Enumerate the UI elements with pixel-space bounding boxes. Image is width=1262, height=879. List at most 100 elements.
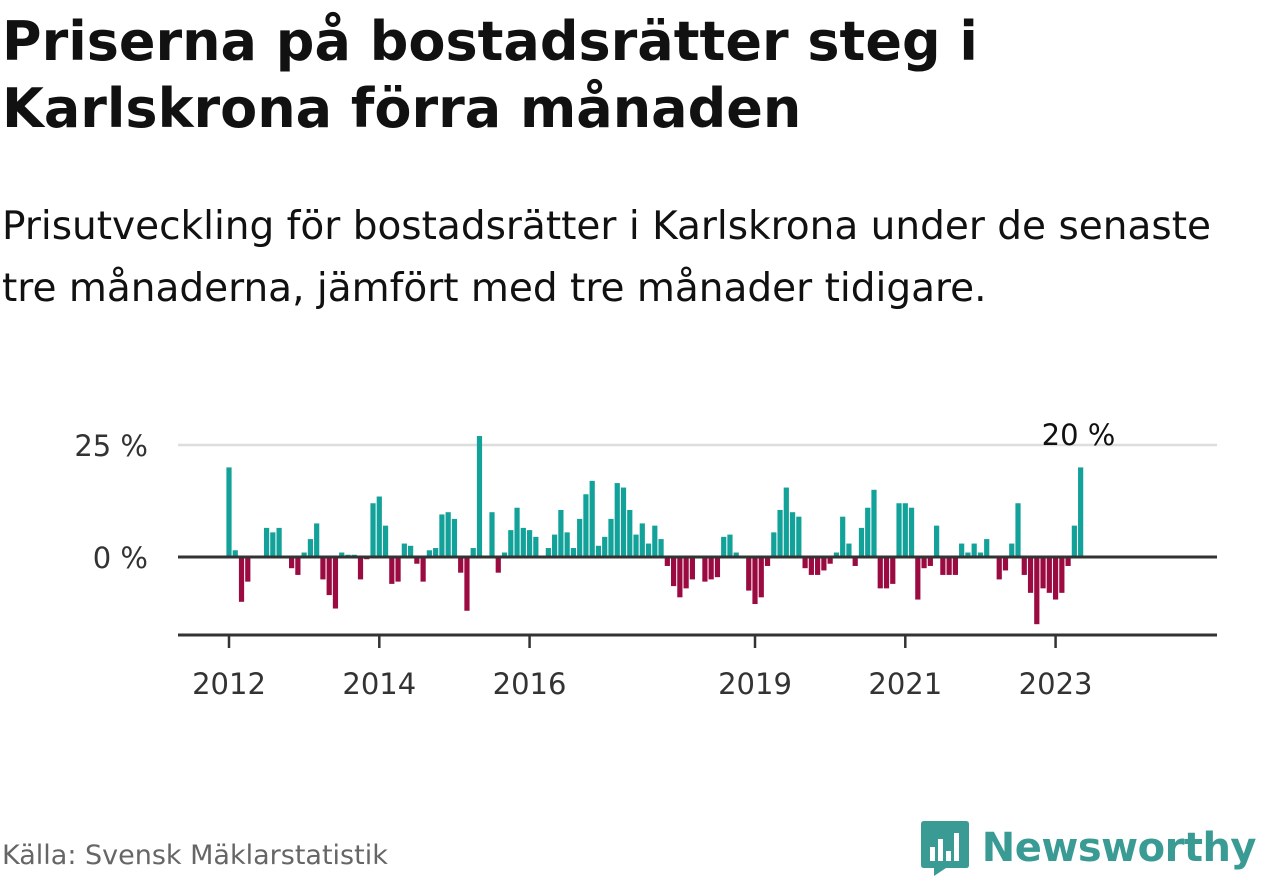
bar [414, 557, 420, 564]
bar [1040, 557, 1046, 589]
bar [238, 557, 245, 602]
bar [927, 557, 933, 566]
bar [464, 557, 470, 611]
bar [1002, 557, 1009, 571]
bar [833, 552, 840, 557]
bar [1078, 467, 1084, 557]
bar [326, 557, 332, 596]
bar [426, 550, 432, 557]
bar [395, 557, 401, 582]
source-note: Källa: Svensk Mäklarstatistik [2, 840, 388, 871]
bar [570, 548, 577, 557]
bar [558, 509, 564, 557]
bar [620, 487, 627, 557]
newsworthy-logo-icon [920, 821, 969, 876]
bar [1009, 543, 1015, 557]
bar [821, 557, 827, 571]
bar [520, 527, 526, 557]
bar [314, 523, 320, 557]
bar [746, 557, 752, 591]
bar [858, 527, 865, 557]
bar [577, 518, 583, 557]
y-tick-label: 25 % [74, 429, 148, 463]
bar [307, 539, 314, 557]
x-tick-label: 2014 [342, 667, 416, 700]
bar [714, 557, 721, 578]
bar [896, 503, 902, 557]
bar [965, 552, 971, 557]
bar [733, 552, 739, 557]
bar [357, 557, 364, 580]
x-tick-label: 2021 [868, 667, 942, 700]
bar [232, 550, 238, 557]
bar-chart: 25 % 0 % 2012 2014 2016 2019 2021 2023 20 % [74, 418, 1217, 700]
bar [458, 557, 464, 573]
bar [940, 557, 946, 575]
bar [508, 530, 514, 557]
bars-layer [226, 436, 1084, 625]
bar [921, 557, 927, 569]
bar [514, 507, 520, 557]
x-tick-label: 2016 [493, 667, 567, 700]
bar [608, 518, 614, 557]
bar [689, 557, 695, 580]
bar [295, 557, 301, 575]
bar [758, 557, 764, 598]
bar [439, 514, 445, 557]
x-tick-label: 2023 [1019, 667, 1093, 700]
bar [915, 557, 921, 600]
bar [564, 532, 570, 557]
bar [1071, 525, 1077, 557]
bar [301, 552, 307, 557]
bar [263, 527, 270, 557]
bar [777, 509, 783, 557]
bar [602, 536, 608, 557]
bar [614, 483, 620, 557]
bar [890, 557, 896, 584]
bar [270, 532, 276, 557]
bar [708, 557, 714, 580]
bar [752, 557, 758, 605]
bar [1065, 557, 1071, 566]
bar [852, 557, 858, 566]
bar [489, 512, 495, 557]
x-tick-label: 2012 [192, 667, 266, 700]
bar [451, 518, 458, 557]
bar [501, 552, 508, 557]
bar [977, 552, 984, 557]
bar [658, 539, 664, 557]
brand-name: Newsworthy [981, 825, 1257, 871]
bar [702, 557, 708, 582]
bar [552, 534, 558, 557]
bar [645, 543, 652, 557]
bar [533, 536, 539, 557]
bar [802, 557, 808, 569]
bar [583, 494, 589, 557]
bar [902, 503, 908, 557]
bar [289, 557, 295, 569]
bar [408, 545, 414, 557]
bar [433, 548, 439, 557]
bar [664, 557, 670, 566]
bar [526, 530, 533, 557]
bar [376, 496, 382, 557]
bar [840, 516, 846, 557]
bar [827, 557, 833, 564]
bar [789, 512, 796, 557]
bar [495, 557, 501, 573]
bar [796, 516, 802, 557]
bar [971, 543, 977, 557]
bar [370, 503, 376, 557]
bar [470, 548, 476, 557]
bar [877, 557, 883, 589]
bar [946, 557, 952, 575]
bar [808, 557, 814, 575]
bar [865, 507, 871, 557]
bar [401, 543, 407, 557]
bar [727, 534, 733, 557]
bar [420, 557, 426, 582]
bar [871, 489, 877, 557]
bar [1034, 557, 1040, 625]
bar [883, 557, 890, 589]
bar [984, 539, 990, 557]
